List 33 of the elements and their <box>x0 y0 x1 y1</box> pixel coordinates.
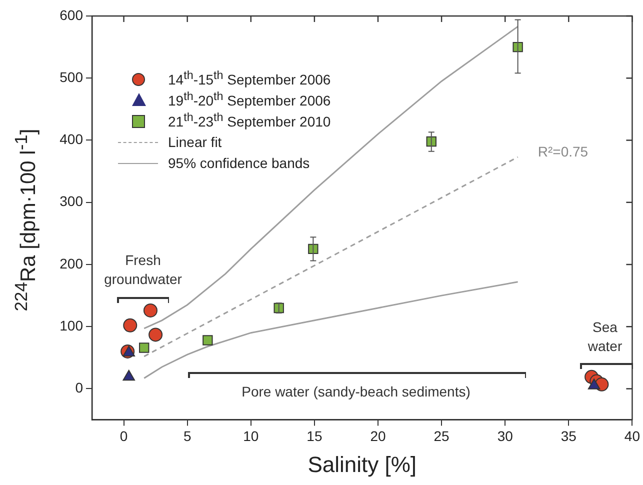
point <box>202 335 213 346</box>
legend-label: 19$^{th}$-20$^{th}$ September 2006 <box>168 90 331 109</box>
legend-label: 21$^{th}$-23$^{th}$ September 2010 <box>168 111 331 130</box>
point <box>123 318 138 332</box>
y-tick-label: 600 <box>60 6 84 23</box>
point <box>148 328 163 342</box>
y-tick-label: 100 <box>60 317 84 334</box>
y-tick-label: 400 <box>60 131 84 148</box>
y-tick-label: 500 <box>60 68 84 85</box>
x-tick-label: 5 <box>183 428 192 444</box>
x-tick-label: 15 <box>306 428 322 444</box>
legend-label: 14$^{th}$-15$^{th}$ September 2006 <box>168 69 331 88</box>
y-tick-label: 0 <box>75 380 84 396</box>
annotation: Fresh groundwater <box>103 251 183 289</box>
x-tick-label: 35 <box>560 428 577 444</box>
y-tick-label: 300 <box>60 193 84 210</box>
point <box>139 342 150 353</box>
point <box>143 303 158 318</box>
x-tick-label: 10 <box>243 428 259 444</box>
x-tick-label: 40 <box>624 428 640 444</box>
x-axis-title: Salinity [%] <box>308 452 417 477</box>
y-tick-label: 200 <box>60 255 84 272</box>
x-tick-label: 25 <box>434 428 450 444</box>
annotation: Pore water (sandy-beach sediments) <box>242 382 470 402</box>
legend-label: 95% confidence bands <box>168 154 310 170</box>
x-tick-label: 30 <box>497 428 514 444</box>
legend-label: Linear fit <box>168 134 222 150</box>
x-tick-label: 20 <box>370 428 386 444</box>
annotation: Sea water <box>586 318 624 356</box>
x-tick-label: 0 <box>120 428 128 444</box>
point <box>588 378 600 390</box>
point <box>122 370 135 381</box>
annotation: R²=0.75 <box>538 142 588 162</box>
